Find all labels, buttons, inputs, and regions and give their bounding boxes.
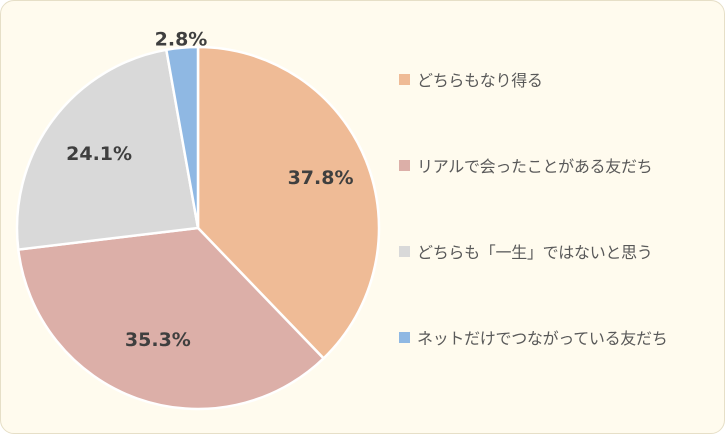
legend-item-1: リアルで会ったことがある友だち (399, 153, 653, 177)
legend-item-0: どちらもなり得る (399, 67, 543, 91)
pie-slice-1 (16, 226, 326, 411)
data-label-3: 2.8% (155, 29, 208, 51)
pie-slice-2 (15, 48, 200, 251)
legend-label-0: どちらもなり得る (417, 71, 543, 90)
pie-slice-0 (196, 45, 381, 361)
data-label-1: 35.3% (125, 329, 191, 351)
legend-item-2: どちらも「一生」ではないと思う (399, 239, 653, 263)
legend-swatch-0 (399, 73, 410, 85)
legend-swatch-3 (399, 331, 410, 343)
legend-swatch-2 (399, 245, 410, 257)
legend-item-3: ネットだけでつながっている友だち (399, 325, 668, 349)
data-label-2: 24.1% (66, 143, 132, 165)
legend-label-1: リアルで会ったことがある友だち (417, 157, 653, 176)
legend-label-3: ネットだけでつながっている友だち (417, 329, 668, 348)
pie-slice-3 (164, 45, 200, 229)
legend-swatch-1 (399, 159, 410, 171)
legend-label-2: どちらも「一生」ではないと思う (417, 243, 653, 262)
data-label-0: 37.8% (288, 167, 354, 189)
